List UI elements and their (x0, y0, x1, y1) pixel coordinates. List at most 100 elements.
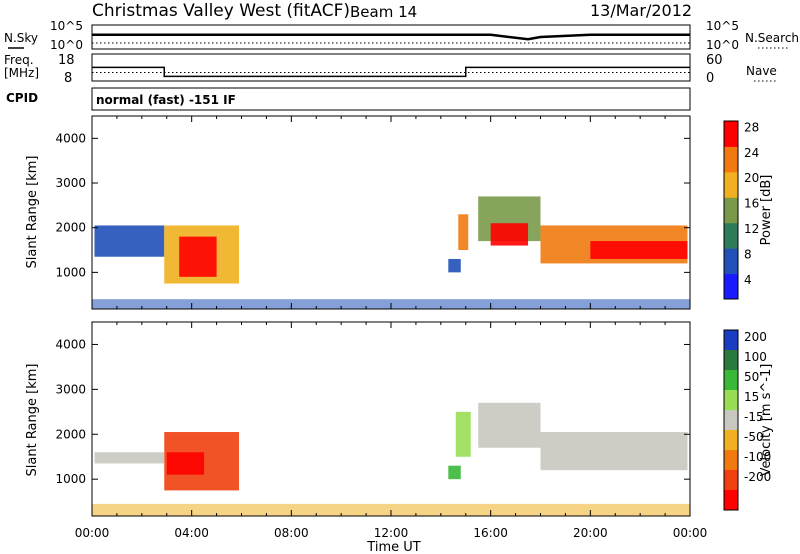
data-region-3 (448, 465, 461, 480)
cpid-value: normal (fast) -151 IF (96, 93, 236, 107)
velocity-y-ticks: 1000 2000 3000 4000 (55, 337, 690, 486)
y-tick-label: 1000 (55, 265, 86, 279)
freq-tick-top: 18 (58, 53, 75, 68)
velocity-data (92, 402, 690, 516)
velocity-x-ticks (91, 322, 691, 516)
nave-tick-top: 60 (706, 53, 723, 68)
data-region-8 (590, 241, 688, 259)
velocity-colorbar-tick: 15 (744, 390, 759, 404)
colorbar-segment (724, 222, 738, 249)
velocity-colorbar-tick: 50 (744, 370, 759, 384)
nave-tick-bottom: 0 (706, 71, 714, 86)
colorbar-segment (724, 470, 738, 491)
power-colorbar-tick: 4 (744, 273, 752, 287)
x-axis-label: Time UT (366, 540, 420, 554)
power-colorbar-segments (724, 121, 738, 300)
power-colorbar-tick: 20 (744, 171, 759, 185)
velocity-colorbar-tick: -50 (744, 430, 764, 444)
noise-right-label: N.Search (745, 31, 799, 45)
power-colorbar-ticks: 4 8 12 16 20 24 28 (744, 120, 759, 287)
data-region-2 (166, 452, 205, 475)
power-data (92, 196, 690, 309)
colorbar-segment (724, 197, 738, 224)
colorbar-segment (724, 146, 738, 173)
colorbar-segment (724, 450, 738, 471)
x-tick-label: 00:00 (75, 526, 110, 540)
x-tick-label: 12:00 (374, 526, 409, 540)
colorbar-segment (724, 490, 738, 511)
beam-label: Beam 14 (350, 3, 417, 21)
power-colorbar-tick: 12 (744, 222, 759, 236)
x-tick-label: 00:00 (673, 526, 708, 540)
data-region-4 (458, 214, 469, 251)
freq-label-2: [MHz] (4, 66, 39, 80)
velocity-panel: 1000 2000 3000 4000 Slant Range [km] (25, 321, 691, 517)
colorbar-segment (724, 248, 738, 275)
velocity-colorbar-tick: -100 (744, 450, 771, 464)
velocity-colorbar-tick: -15 (744, 410, 764, 424)
station-title: Christmas Valley West (fitACF) (92, 1, 350, 21)
velocity-colorbar-ticks: 200 100 50 15 -15 -50 -100 -200 (744, 330, 771, 484)
colorbar-segment (724, 350, 738, 371)
velocity-colorbar-label: Velocity [m s^-1] (759, 364, 774, 477)
noise-left-tick-bottom: 10^0 (50, 38, 83, 52)
velocity-colorbar-tick: 200 (744, 330, 767, 344)
data-region-2 (179, 236, 217, 277)
cpid-label: CPID (6, 91, 38, 105)
x-tick-label: 04:00 (174, 526, 209, 540)
colorbar-segment (724, 410, 738, 431)
cpid-box (91, 87, 691, 111)
colorbar-segment (724, 390, 738, 411)
noise-left-label: N.Sky (4, 31, 38, 45)
power-colorbar-tick: 28 (744, 120, 759, 134)
colorbar-segment (724, 273, 738, 300)
y-tick-label: 4000 (55, 131, 86, 145)
noise-right-tick-top: 10^5 (706, 19, 739, 33)
x-tick-label: 20:00 (573, 526, 608, 540)
x-tick-label: 16:00 (473, 526, 508, 540)
data-region-0 (94, 225, 165, 257)
power-colorbar-tick: 16 (744, 197, 759, 211)
velocity-colorbar-segments (724, 330, 738, 511)
power-y-ticks: 1000 2000 3000 4000 (55, 131, 690, 279)
data-region-7 (92, 503, 690, 516)
y-tick-label: 2000 (55, 221, 86, 235)
power-colorbar: 4 8 12 16 20 24 28 Power [dB] (723, 120, 774, 300)
noise-right-tick-bottom: 10^0 (706, 38, 739, 52)
noise-sky-line (92, 33, 690, 41)
power-y-label: Slant Range [km] (25, 156, 40, 269)
colorbar-segment (724, 121, 738, 147)
colorbar-segment (724, 370, 738, 391)
y-tick-label: 4000 (55, 337, 86, 351)
freq-tick-bottom: 8 (64, 71, 72, 86)
frequency-line (92, 66, 690, 78)
power-colorbar-tick: 24 (744, 146, 759, 160)
noise-left-tick-top: 10^5 (50, 19, 83, 33)
y-tick-label: 3000 (55, 382, 86, 396)
data-region-3 (448, 258, 461, 273)
velocity-colorbar-tick: 100 (744, 350, 767, 364)
y-tick-label: 2000 (55, 427, 86, 441)
x-tick-labels: 00:00 04:00 08:00 12:00 16:00 20:00 00:00 (75, 526, 708, 540)
power-panel: 1000 2000 3000 4000 Slant Range [km] (25, 115, 691, 310)
frequency-panel: Freq. [MHz] 18 8 60 0 Nave (4, 53, 778, 86)
colorbar-segment (724, 330, 738, 351)
data-region-5 (478, 402, 541, 448)
power-colorbar-tick: 8 (744, 248, 752, 262)
colorbar-segment (724, 171, 738, 198)
y-tick-label: 3000 (55, 176, 86, 190)
velocity-y-label: Slant Range [km] (25, 364, 40, 477)
freq-label-1: Freq. (4, 53, 34, 67)
colorbar-segment (724, 430, 738, 451)
velocity-colorbar-tick: -200 (744, 470, 771, 484)
nave-label: Nave (746, 64, 777, 78)
date-label: 13/Mar/2012 (590, 1, 692, 20)
noise-panel: N.Sky 10^5 10^0 10^5 10^0 N.Search (4, 19, 799, 52)
data-region-0 (94, 452, 165, 464)
power-x-ticks (91, 116, 691, 309)
y-tick-label: 1000 (55, 472, 86, 486)
power-colorbar-label: Power [dB] (759, 175, 774, 246)
data-region-4 (455, 411, 471, 457)
data-region-6 (490, 223, 529, 246)
